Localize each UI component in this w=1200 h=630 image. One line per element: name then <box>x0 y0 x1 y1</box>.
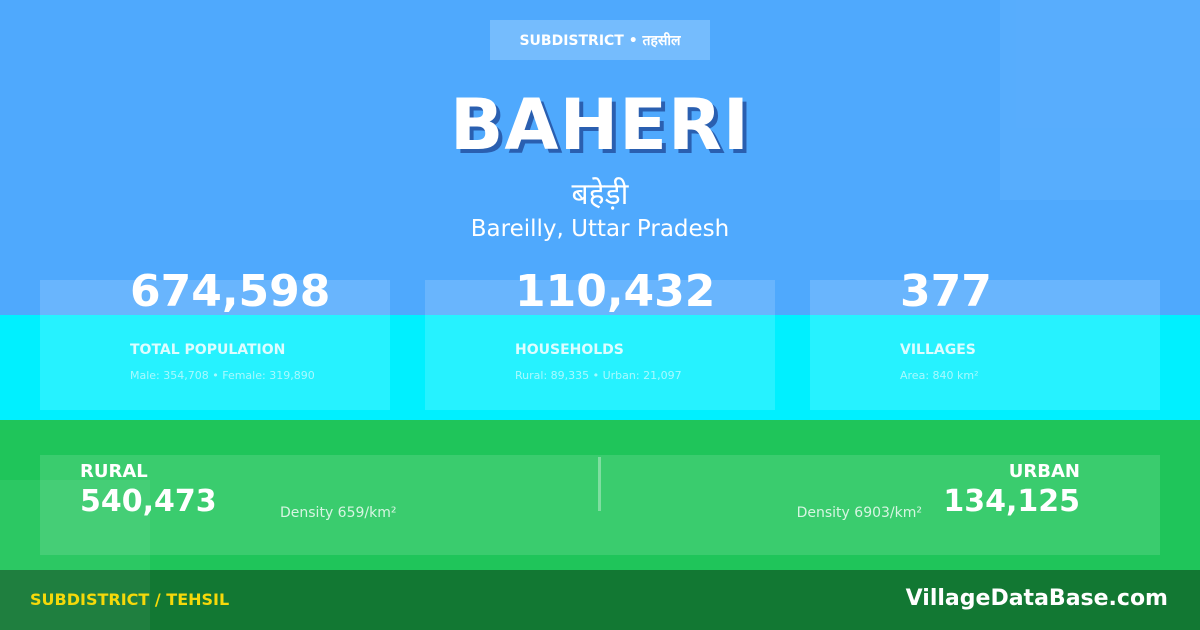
rural-label: RURAL <box>80 461 148 482</box>
footer-band <box>0 570 1200 630</box>
footer-category: SUBDISTRICT / TEHSIL <box>30 590 230 609</box>
page-title: BAHERI <box>450 84 750 166</box>
location: Bareilly, Uttar Pradesh <box>470 216 730 242</box>
header-band <box>0 0 1200 315</box>
type-badge: SUBDISTRICT • तहसील <box>490 20 710 60</box>
urban-label: URBAN <box>1008 461 1080 482</box>
site-brand[interactable]: VillageDataBase.com <box>905 586 1168 611</box>
decorative-square <box>1000 0 1200 200</box>
stat-label: HOUSEHOLDS <box>515 342 624 358</box>
rural-urban-band <box>0 420 1200 570</box>
stat-detail: Rural: 89,335 • Urban: 21,097 <box>515 369 682 382</box>
stat-label: VILLAGES <box>900 342 976 358</box>
urban-density: Density 6903/km² <box>796 505 922 521</box>
stat-value: 110,432 <box>515 266 716 317</box>
rural-density: Density 659/km² <box>280 505 397 521</box>
stats-band <box>0 315 1200 420</box>
stat-card-population: 674,598 TOTAL POPULATION Male: 354,708 •… <box>40 266 390 410</box>
rural-urban-panel <box>40 455 1160 555</box>
decorative-square <box>0 480 150 630</box>
stat-label: TOTAL POPULATION <box>130 342 286 358</box>
rural-value: 540,473 <box>80 484 217 519</box>
stat-detail: Male: 354,708 • Female: 319,890 <box>130 369 315 382</box>
page-title-hindi: बहेड़ी <box>571 177 629 212</box>
stat-detail: Area: 840 km² <box>900 369 979 382</box>
stat-value: 377 <box>900 266 992 317</box>
urban-value: 134,125 <box>943 484 1080 519</box>
divider <box>598 457 601 511</box>
stat-card-households: 110,432 HOUSEHOLDS Rural: 89,335 • Urban… <box>425 266 775 410</box>
stat-card-villages: 377 VILLAGES Area: 840 km² <box>810 266 1160 410</box>
stat-value: 674,598 <box>130 266 331 317</box>
